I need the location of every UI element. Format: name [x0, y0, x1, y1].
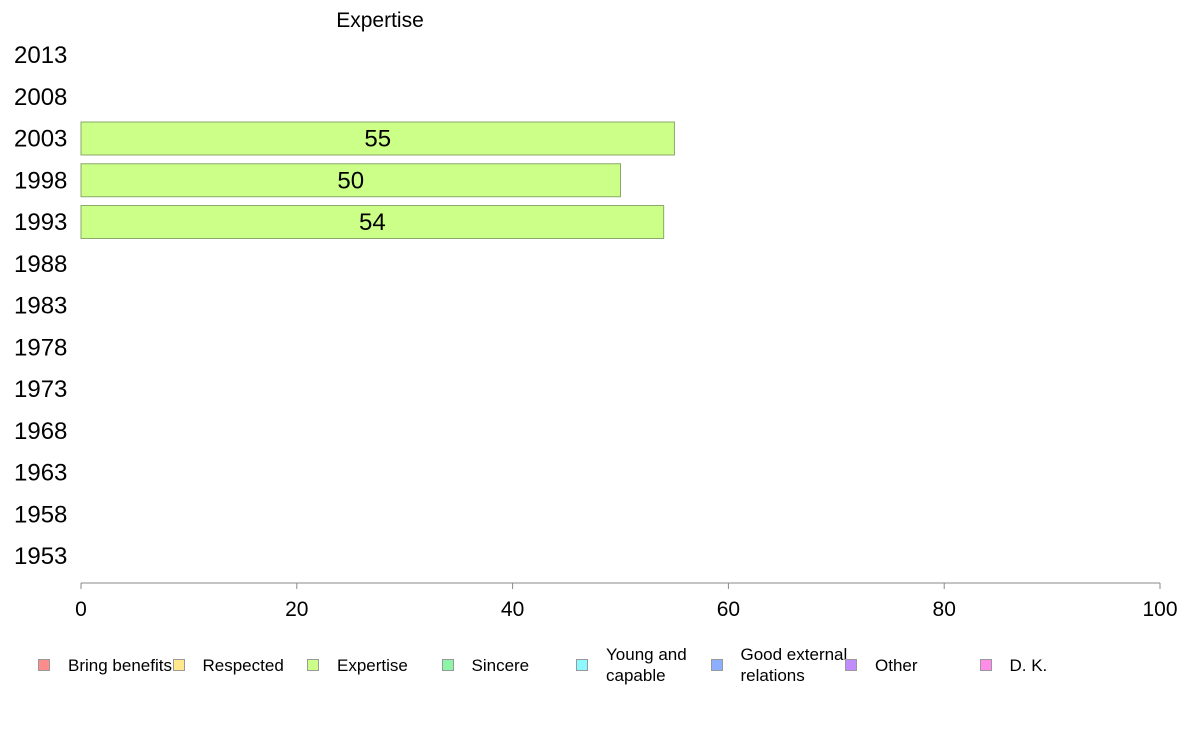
- x-axis: 0 20 40 60 80 100: [75, 582, 1178, 621]
- bar: [80, 205, 665, 239]
- legend-item: Bring benefits: [38, 630, 180, 700]
- legend-item: Sincere: [441, 630, 584, 700]
- x-tick-label: 20: [285, 598, 308, 621]
- legend-label: Good external relations: [740, 645, 848, 685]
- legend-swatch: [172, 659, 185, 671]
- y-tick-label: 1958: [14, 501, 67, 528]
- legend-swatch: [710, 659, 723, 671]
- bar-value-label: 55: [364, 126, 391, 153]
- x-tick-label: 60: [717, 598, 740, 621]
- y-tick-label: 1993: [14, 209, 67, 236]
- legend: Bring benefits Respected Expertise Sincere Y…: [38, 630, 1178, 700]
- x-tick-label: 100: [1142, 598, 1177, 621]
- legend-item: Expertise: [307, 630, 449, 700]
- legend-label: Sincere: [471, 655, 530, 675]
- bar: [80, 121, 675, 156]
- y-tick-label: 1978: [14, 334, 67, 361]
- legend-label: Young and capable: [606, 645, 687, 685]
- bar-chart: Expertise 2013 2008 2003 1998 1993 1988 1983 19…: [14, 9, 1178, 621]
- y-tick-label: 1983: [14, 293, 67, 320]
- legend-item: Other: [845, 630, 987, 700]
- legend-swatch: [441, 659, 454, 671]
- bar: [80, 163, 621, 198]
- bar-value-label: 54: [359, 209, 386, 236]
- x-tick-label: 40: [501, 598, 524, 621]
- legend-swatch: [845, 659, 857, 671]
- y-tick-label: 2008: [14, 84, 67, 111]
- legend-item: Good external relations: [710, 630, 853, 700]
- legend-label: Other: [875, 655, 918, 675]
- y-axis-labels: 2013 2008 2003 1998 1993 1988 1983 1978 1973 1968…: [14, 42, 67, 570]
- y-tick-label: 1953: [14, 543, 67, 570]
- y-tick-label: 1968: [14, 418, 67, 445]
- legend-swatch: [979, 659, 992, 671]
- x-tick-label: 80: [933, 598, 956, 621]
- legend-label: Bring benefits: [68, 655, 172, 675]
- legend-swatch: [576, 659, 588, 671]
- legend-label: D. K.: [1009, 655, 1048, 675]
- legend-swatch: [307, 659, 319, 671]
- legend-swatch: [38, 659, 50, 671]
- legend-label: Expertise: [337, 655, 408, 675]
- y-tick-label: 1963: [14, 460, 67, 487]
- y-tick-label: 2003: [14, 126, 67, 153]
- chart-title: Expertise: [336, 9, 424, 32]
- x-tick-label: 0: [75, 598, 87, 621]
- y-tick-label: 1998: [14, 167, 67, 194]
- bar-value-label: 50: [337, 167, 364, 194]
- y-tick-label: 2013: [14, 42, 67, 69]
- legend-item: D. K.: [979, 630, 1122, 700]
- legend-label: Respected: [202, 655, 284, 675]
- y-tick-label: 1973: [14, 376, 67, 403]
- y-tick-label: 1988: [14, 251, 67, 278]
- legend-item: Respected: [172, 630, 315, 700]
- legend-item: Young and capable: [576, 630, 718, 700]
